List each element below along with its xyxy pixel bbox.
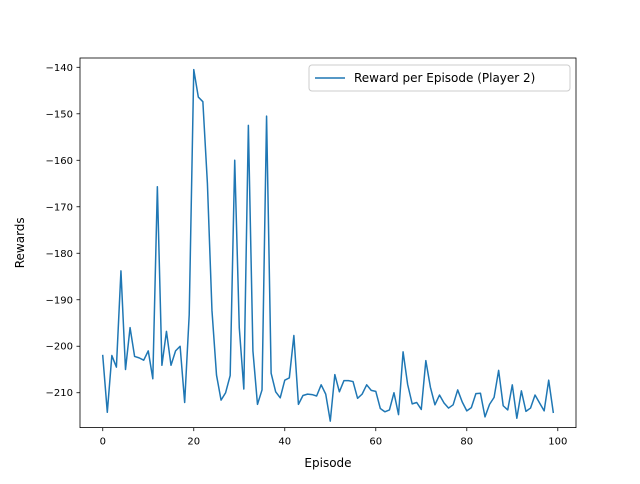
legend-label: Reward per Episode (Player 2) xyxy=(354,71,535,85)
y-tick-label: −180 xyxy=(46,249,73,260)
x-tick-label: 100 xyxy=(548,437,567,448)
x-tick-label: 0 xyxy=(100,437,106,448)
y-tick-label: −200 xyxy=(46,342,73,353)
y-tick-label: −210 xyxy=(46,388,73,399)
y-tick-label: −190 xyxy=(46,295,73,306)
y-axis-label: Rewards xyxy=(13,217,27,268)
y-tick-label: −170 xyxy=(46,202,73,213)
legend: Reward per Episode (Player 2) xyxy=(308,64,571,92)
x-axis-ticks: 0 20 40 60 80 100 xyxy=(100,427,567,448)
y-axis-ticks: −210 −200 −190 −180 −170 −160 −150 −140 xyxy=(46,63,80,399)
legend-box xyxy=(308,64,571,92)
x-axis-label: Episode xyxy=(304,456,351,470)
y-tick-label: −150 xyxy=(46,109,73,120)
series-layer xyxy=(101,68,555,422)
x-tick-label: 20 xyxy=(187,437,200,448)
plot-frame xyxy=(79,57,577,429)
x-tick-label: 40 xyxy=(278,437,291,448)
x-tick-label: 60 xyxy=(369,437,382,448)
y-tick-label: −140 xyxy=(46,63,73,74)
series-line-0 xyxy=(101,68,555,422)
y-tick-label: −160 xyxy=(46,156,73,167)
x-tick-label: 80 xyxy=(460,437,473,448)
